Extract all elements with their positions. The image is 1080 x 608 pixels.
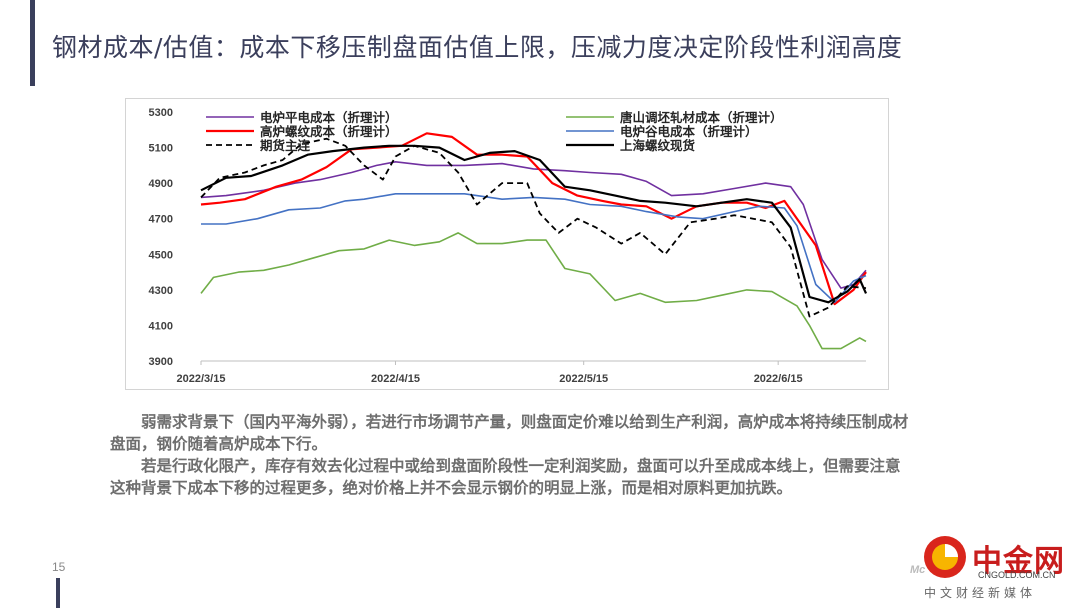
legend-label-5: 期货主连 [260,138,311,153]
legend-label-3: 高炉螺纹成本（折理计） [260,124,398,139]
x-tick-label: 2022/3/15 [177,373,226,385]
paragraph-1: 弱需求背景下（国内平海外弱），若进行市场调节产量，则盘面定价难以给到生产利润，高… [110,413,909,453]
watermark-name: 中金网 [972,544,1065,579]
title-accent-bar [30,0,35,86]
footer-accent-bar [56,578,60,608]
watermark-subtitle: 中文财经新媒体 [924,586,1037,600]
y-tick-label: 4900 [149,178,173,190]
x-tick-label: 2022/4/15 [371,373,420,385]
cngold-logo-icon [924,536,966,578]
page-number: 15 [52,560,66,574]
legend-label-6: 上海螺纹现货 [620,138,696,153]
y-tick-label: 5300 [149,107,173,119]
series-line-4 [201,193,867,304]
series-line-5 [200,137,867,318]
y-tick-label: 5100 [149,143,173,155]
body-text: 弱需求背景下（国内平海外弱），若进行市场调节产量，则盘面定价难以给到生产利润，高… [110,411,910,499]
series-line-2 [200,232,867,350]
legend-label-1: 电炉平电成本（折理计） [260,110,398,125]
x-tick-label: 2022/6/15 [754,373,803,385]
watermark-mark: Mc [910,564,926,576]
series-line-6 [200,144,868,304]
page-title: 钢材成本/估值：成本下移压制盘面估值上限，压减力度决定阶段性利润高度 [52,33,903,62]
y-tick-label: 4100 [149,320,173,332]
line-chart: 3900 4100 4300 4500 4700 4900 5100 5300 2022/3/1… [149,107,868,385]
y-tick-label: 4300 [149,285,173,297]
watermark: Mc 中金网 CNGOLD.COM.CN 中文财经新媒体 [910,534,1075,604]
chart-container: 3900 4100 4300 4500 4700 4900 5100 5300 2022/3/1… [125,98,889,390]
paragraph-2: 若是行政化限产，库存有效去化过程中或给到盘面阶段性一定利润奖励，盘面可以升至成成… [110,457,901,497]
y-tick-label: 4500 [149,249,173,261]
watermark-url: CNGOLD.COM.CN [978,570,1056,580]
legend-label-2: 唐山调坯轧材成本（折理计） [620,110,783,125]
y-tick-label: 4700 [149,214,173,226]
x-tick-label: 2022/5/15 [559,373,608,385]
series-line-3 [200,132,867,306]
series-line-1 [200,161,867,289]
y-tick-label: 3900 [149,356,173,368]
legend-label-4: 电炉谷电成本（折理计） [620,124,758,139]
